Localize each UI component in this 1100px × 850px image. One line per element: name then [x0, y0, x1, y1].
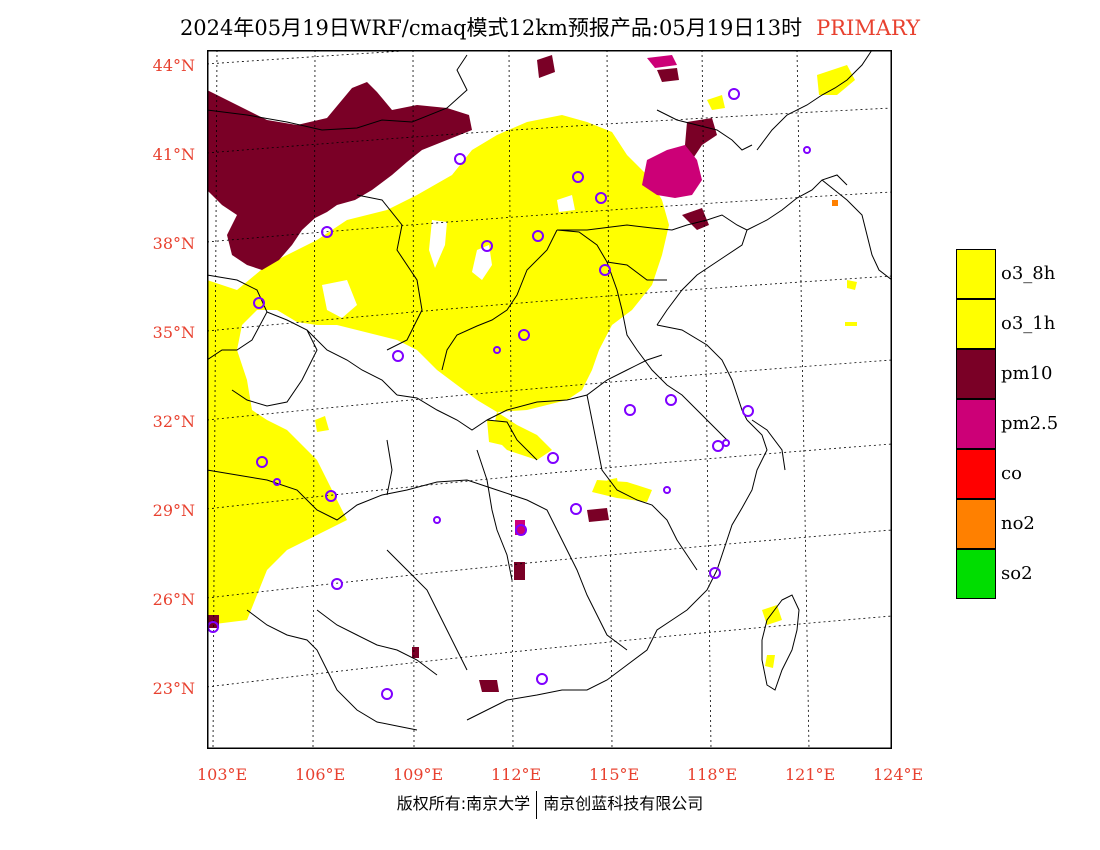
- lat-label-38: 38°N: [152, 234, 195, 253]
- map-title: 2024年05月19日WRF/cmaq模式12km预报产品:05月19日13时 P…: [0, 12, 1100, 42]
- graticule: [207, 50, 892, 749]
- lat-label-23: 23°N: [152, 679, 195, 698]
- lon-label-103: 103°E: [197, 765, 248, 784]
- pm10-region: [207, 55, 717, 692]
- copyright-footer: 版权所有:南京大学 南京创蓝科技有限公司: [0, 790, 1100, 819]
- copyright-company: 南京创蓝科技有限公司: [543, 794, 704, 813]
- legend-label: so2: [1001, 563, 1033, 584]
- admin-boundaries: [207, 50, 892, 731]
- legend-item-pm10: pm10: [956, 349, 1096, 399]
- o3-gaps: [322, 195, 575, 318]
- lat-label-41: 41°N: [152, 145, 195, 164]
- legend-item-so2: so2: [956, 549, 1096, 599]
- lon-label-112: 112°E: [491, 765, 542, 784]
- legend-label: pm10: [1001, 363, 1053, 384]
- legend-swatch-o3-8h: [956, 249, 996, 299]
- legend-label: co: [1001, 463, 1022, 484]
- lat-label-44: 44°N: [152, 56, 195, 75]
- lon-label-109: 109°E: [393, 765, 444, 784]
- forecast-map: [207, 50, 892, 749]
- lat-label-26: 26°N: [152, 590, 195, 609]
- legend-swatch-pm25: [956, 399, 996, 449]
- legend-item-no2: no2: [956, 499, 1096, 549]
- legend-item-o3-1h: o3_1h: [956, 299, 1096, 349]
- legend-swatch-co: [956, 449, 996, 499]
- o3-region: [207, 65, 857, 668]
- lon-label-115: 115°E: [589, 765, 640, 784]
- title-text: 2024年05月19日WRF/cmaq模式12km预报产品:05月19日13时: [179, 16, 803, 40]
- lon-label-106: 106°E: [295, 765, 346, 784]
- legend-item-o3-8h: o3_8h: [956, 249, 1096, 299]
- legend-label: pm2.5: [1001, 413, 1059, 434]
- legend-swatch-pm10: [956, 349, 996, 399]
- copyright-owner: 版权所有:南京大学: [396, 794, 531, 813]
- legend-swatch-no2: [956, 499, 996, 549]
- footer-divider: [536, 790, 538, 819]
- no2-spot: [832, 200, 838, 206]
- lon-label-124: 124°E: [873, 765, 924, 784]
- legend-swatch-o3-1h: [956, 299, 996, 349]
- legend-label: no2: [1001, 513, 1035, 534]
- station-markers: [207, 88, 811, 700]
- lat-label-35: 35°N: [152, 323, 195, 342]
- legend-item-pm25: pm2.5: [956, 399, 1096, 449]
- lat-label-29: 29°N: [152, 501, 195, 520]
- legend-item-co: co: [956, 449, 1096, 499]
- primary-badge: PRIMARY: [816, 16, 921, 40]
- lon-label-121: 121°E: [785, 765, 836, 784]
- legend-label: o3_8h: [1001, 263, 1056, 284]
- pm25-region: [515, 55, 702, 535]
- legend-swatch-so2: [956, 549, 996, 599]
- lat-label-32: 32°N: [152, 412, 195, 431]
- lon-label-118: 118°E: [687, 765, 738, 784]
- legend-label: o3_1h: [1001, 313, 1056, 334]
- map-border: [207, 50, 892, 749]
